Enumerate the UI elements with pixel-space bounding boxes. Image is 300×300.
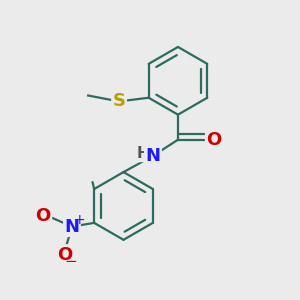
Text: O: O [57, 245, 72, 263]
Text: H: H [136, 146, 149, 161]
Text: O: O [206, 131, 221, 149]
Text: O: O [35, 207, 51, 225]
Text: +: + [74, 213, 85, 227]
Text: N: N [146, 147, 160, 165]
Text: −: − [65, 254, 77, 268]
Text: S: S [112, 92, 126, 110]
Text: N: N [64, 218, 80, 236]
